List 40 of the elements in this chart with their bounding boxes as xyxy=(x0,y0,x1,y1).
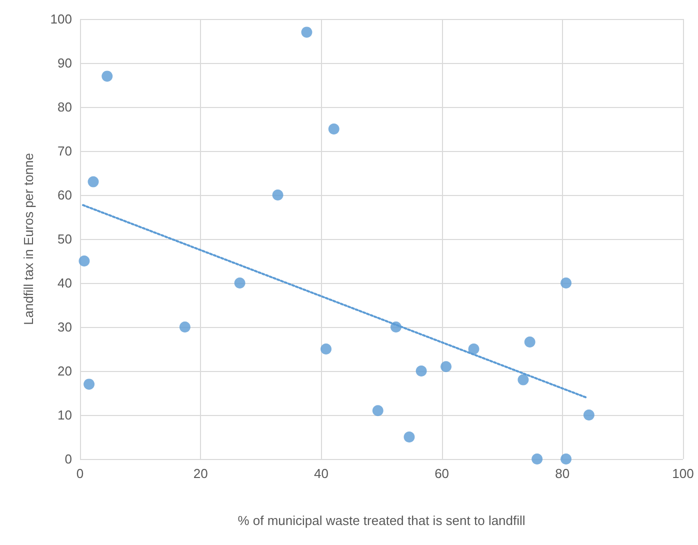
y-tick-label: 60 xyxy=(58,188,72,202)
point xyxy=(416,366,427,376)
y-tick-label: 70 xyxy=(58,144,72,158)
y-tick-label: 30 xyxy=(58,320,72,334)
y-tick-label: 80 xyxy=(58,100,72,114)
y-axis-title: Landfill tax in Euros per tonne xyxy=(21,153,36,325)
x-tick-label: 80 xyxy=(555,466,570,481)
x-tick-label: 40 xyxy=(314,466,328,481)
y-tick-label: 0 xyxy=(64,452,72,466)
point xyxy=(468,344,480,354)
point xyxy=(88,176,99,188)
x-tick-label: 60 xyxy=(434,466,450,481)
point xyxy=(102,70,113,82)
point xyxy=(301,26,312,38)
point xyxy=(518,374,529,386)
x-tick-label: 0 xyxy=(76,466,84,481)
point xyxy=(524,336,536,348)
point xyxy=(84,378,95,390)
point xyxy=(560,278,572,288)
y-tick-label: 20 xyxy=(58,364,72,378)
x-tick-label: 100 xyxy=(672,466,694,481)
y-tick-label: 90 xyxy=(58,56,72,70)
point xyxy=(179,322,190,332)
point xyxy=(583,410,594,420)
y-tick-label: 50 xyxy=(58,232,72,246)
x-tick-label: 20 xyxy=(193,466,208,481)
point xyxy=(560,454,572,464)
point xyxy=(372,405,384,416)
x-axis-title: % of municipal waste treated that is sent to landfill xyxy=(238,513,526,528)
y-tick-label: 10 xyxy=(58,408,72,422)
point xyxy=(320,344,332,354)
point xyxy=(78,256,90,266)
point xyxy=(328,124,340,134)
point xyxy=(532,454,543,464)
point xyxy=(272,190,284,200)
y-tick-label: 100 xyxy=(50,12,72,26)
y-tick-label: 40 xyxy=(58,276,72,290)
point xyxy=(404,432,415,442)
point xyxy=(234,278,246,288)
point xyxy=(440,361,452,372)
